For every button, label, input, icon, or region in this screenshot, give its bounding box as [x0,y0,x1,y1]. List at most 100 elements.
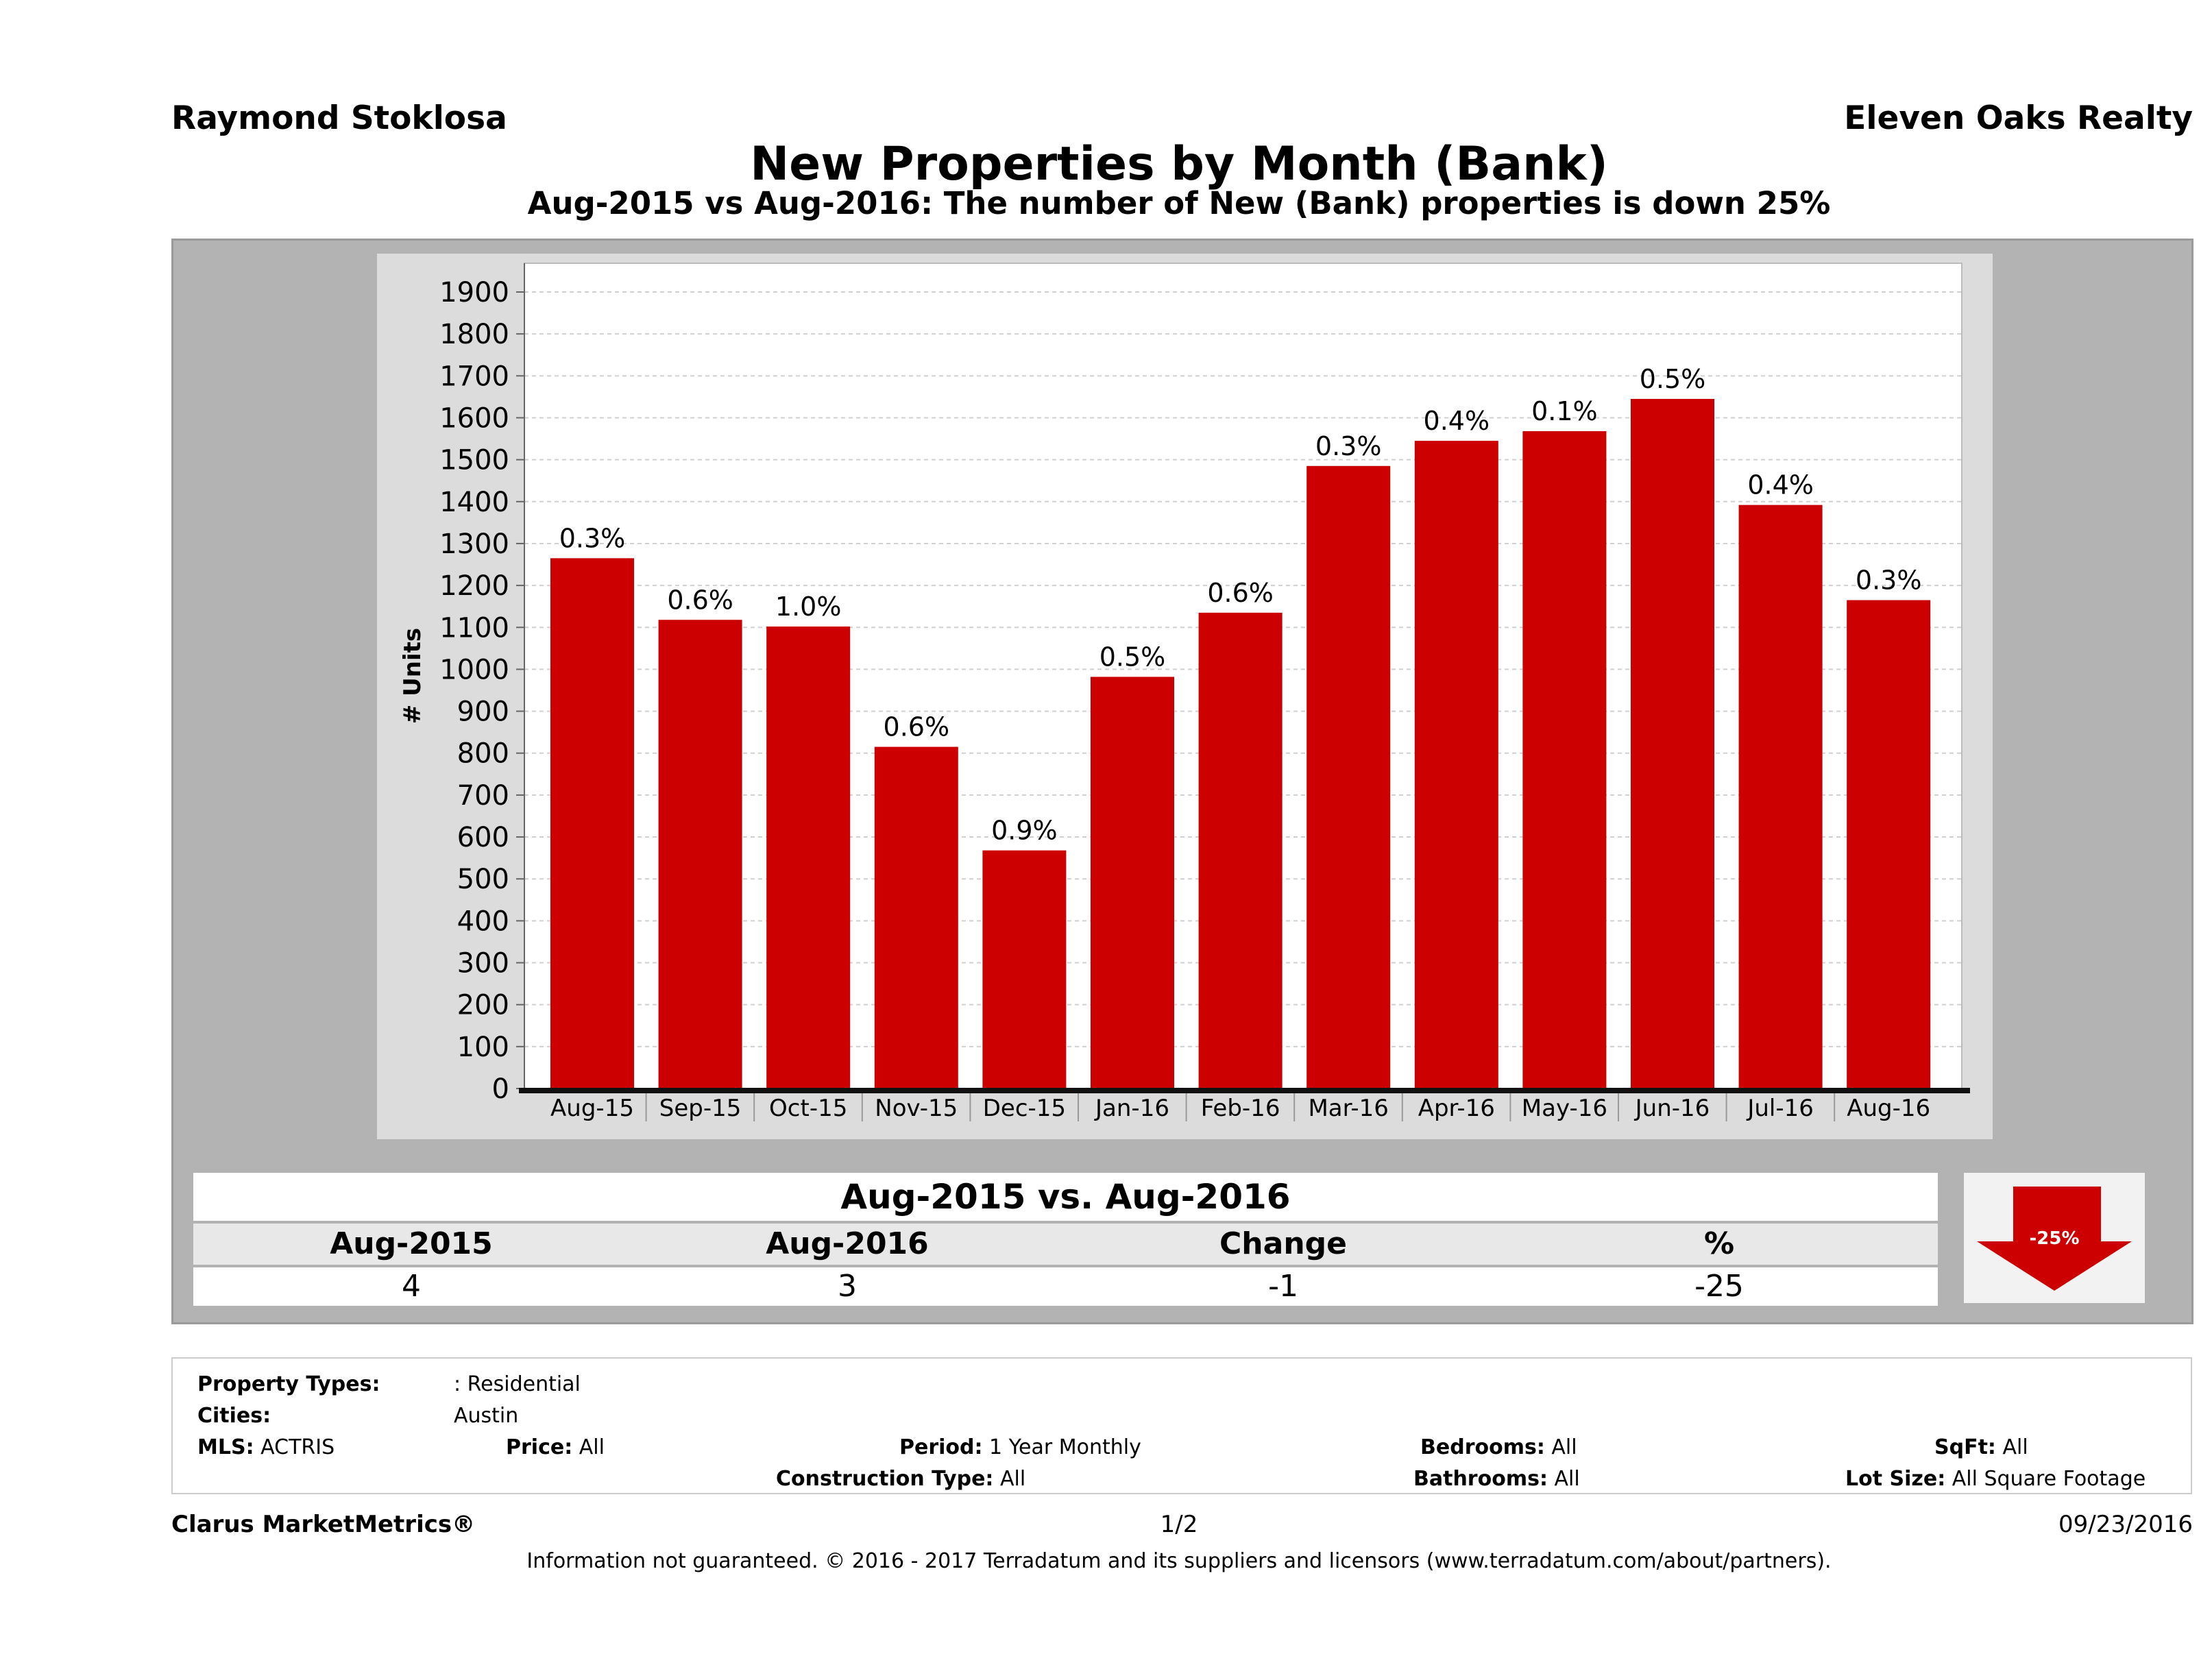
data-label: 0.4% [1747,470,1814,500]
y-tick-label: 300 [457,948,509,980]
period-value: 1 Year Monthly [989,1435,1141,1459]
report-filters: Property Types: : Residential Cities: Au… [171,1357,2192,1494]
property-types-value: : Residential [454,1372,581,1396]
x-tick-label: May-16 [1522,1095,1607,1122]
bar [658,620,742,1089]
bar [766,627,851,1089]
bathrooms-label: Bathrooms: [1413,1467,1548,1491]
property-types-label: Property Types: [197,1372,380,1396]
bar [1522,431,1607,1089]
cities-label: Cities: [197,1404,271,1428]
x-axis [519,1088,1970,1093]
data-label: 0.3% [1315,431,1382,461]
bar [1414,441,1498,1089]
report-subtitle: Aug-2015 vs Aug-2016: The number of New … [527,185,1831,221]
data-label: 0.3% [1856,566,1922,596]
y-tick-label: 900 [457,696,509,728]
y-tick-label: 800 [457,738,509,770]
sqft-value: All [2002,1435,2028,1459]
data-label: 0.6% [667,585,733,615]
x-tick-label: Dec-15 [983,1095,1066,1122]
agent-name: Raymond Stoklosa [171,99,507,137]
data-label: 0.9% [991,816,1058,846]
data-label: 1.0% [775,592,842,622]
brokerage-name: Eleven Oaks Realty [1844,99,2193,137]
y-tick-label: 1700 [439,361,509,392]
y-tick-label: 500 [457,864,509,895]
x-tick-label: Aug-16 [1847,1095,1930,1122]
comparison-label: Change [1219,1226,1347,1261]
x-tick-label: Feb-16 [1201,1095,1280,1122]
data-label: 0.5% [1640,364,1706,394]
comparison-label: Aug-2015 [330,1226,493,1261]
x-tick-label: Jun-16 [1634,1095,1710,1122]
y-tick-label: 600 [457,822,509,853]
y-tick-label: 1600 [439,402,509,434]
change-badge: -25% [1964,1173,2145,1303]
bar [1306,465,1391,1089]
comparison-value: 3 [838,1269,857,1304]
report-date: 09/23/2016 [2058,1511,2193,1538]
change-badge-label: -25% [2029,1228,2079,1249]
period-label: Period: [899,1435,983,1459]
comparison-labels-row: Aug-2015 Aug-2016 Change % [193,1224,1938,1265]
bar [550,558,634,1089]
construction-label: Construction Type: [776,1467,994,1491]
y-tick-label: 1100 [439,612,509,644]
y-tick-label: 400 [457,905,509,937]
y-tick-label: 1200 [439,570,509,602]
data-label: 0.6% [1207,578,1274,608]
x-tick-label: Aug-15 [550,1095,634,1122]
x-tick-label: Mar-16 [1308,1095,1389,1122]
bar [1738,504,1823,1089]
bedrooms-label: Bedrooms: [1420,1435,1545,1459]
bar [874,746,958,1089]
bar [1091,677,1174,1089]
disclaimer: Information not guaranteed. © 2016 - 201… [526,1549,1832,1573]
construction-value: All [999,1467,1026,1491]
down-arrow-icon: -25% [1977,1187,2132,1291]
y-tick-label: 700 [457,780,509,812]
x-tick-label: Nov-15 [875,1095,958,1122]
bar-chart: 0 100 200 300 400 500 600 700 800 900 1000 1100 1200… [399,263,1970,1122]
mls-value: ACTRIS [260,1435,335,1459]
y-tick-label: 1000 [439,654,509,685]
y-tick-label: 1300 [439,528,509,560]
y-tick-label: 1400 [439,487,509,518]
lot-size-value: All Square Footage [1952,1467,2146,1491]
comparison-header: Aug-2015 vs. Aug-2016 [193,1173,1938,1221]
x-tick-label: Jul-16 [1746,1095,1814,1122]
y-tick-label: 1900 [439,277,509,308]
data-label: 0.3% [559,523,626,553]
data-label: 0.5% [1099,642,1166,672]
comparison-label: Aug-2016 [766,1226,929,1261]
report-title: New Properties by Month (Bank) [750,137,1608,191]
comparison-value: -1 [1268,1269,1298,1304]
bar [982,850,1067,1089]
data-label: 0.4% [1424,406,1490,436]
y-axis-label: # Units [399,628,426,724]
price-value: All [579,1435,605,1459]
y-tick-label: 1800 [439,319,509,350]
x-tick-label: Apr-16 [1418,1095,1495,1122]
x-tick-label: Jan-16 [1094,1095,1169,1122]
bathrooms-value: All [1554,1467,1580,1491]
page-number: 1/2 [1160,1511,1198,1538]
data-label: 0.6% [884,712,950,742]
mls-label: MLS: [197,1435,254,1459]
footer-brand: Clarus MarketMetrics® [171,1511,476,1538]
comparison-values-row: 4 3 -1 -25 [193,1267,1938,1306]
bar [1631,398,1714,1089]
lot-size-label: Lot Size: [1845,1467,1946,1491]
y-tick-label: 100 [457,1032,509,1063]
y-tick-label: 0 [492,1073,509,1105]
price-label: Price: [506,1435,573,1459]
bar [1198,612,1283,1089]
bar [1847,600,1931,1089]
comparison-label: % [1703,1226,1735,1261]
comparison-value: -25 [1694,1269,1744,1304]
x-tick-label: Oct-15 [769,1095,847,1122]
y-tick-label: 1500 [439,445,509,476]
data-label: 0.1% [1531,396,1598,426]
cities-value: Austin [454,1404,519,1428]
